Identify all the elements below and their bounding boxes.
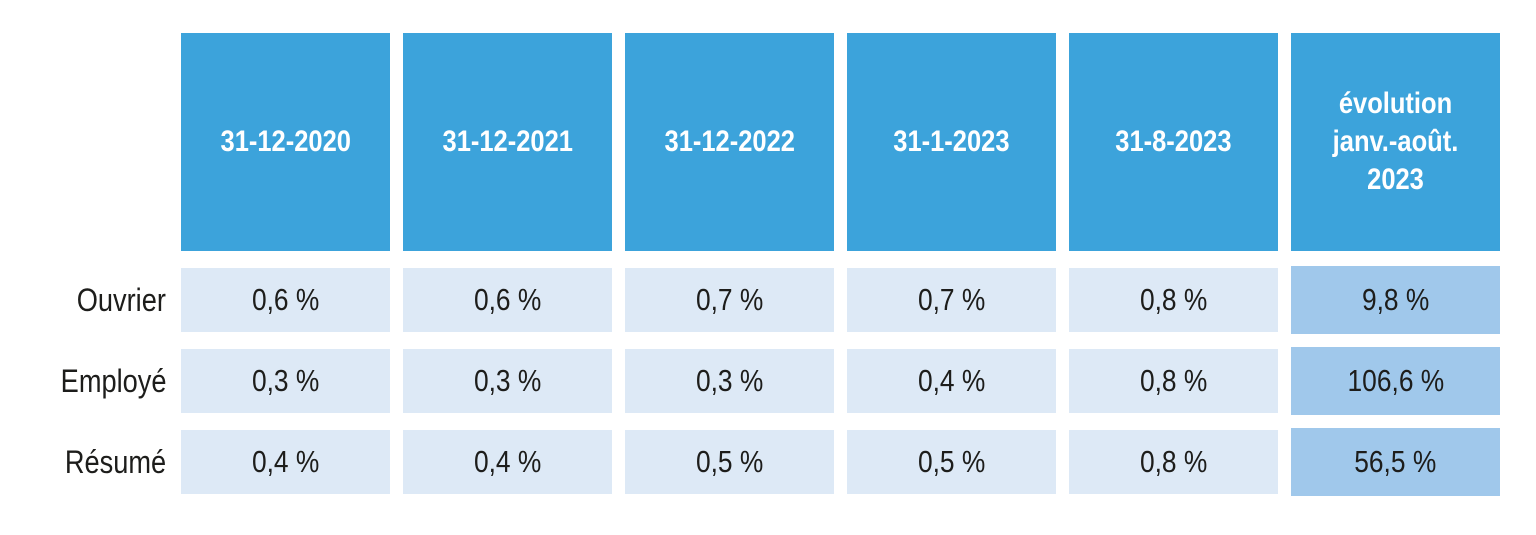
value-text: 0,3 % bbox=[695, 363, 764, 398]
row-label-employe: Employé bbox=[0, 349, 168, 413]
evolution-cell: 106,6 % bbox=[1291, 347, 1500, 415]
column-header-31-12-2022: 31-12-2022 bbox=[625, 33, 834, 251]
value-text: 0,7 % bbox=[917, 282, 986, 317]
corner-spacer bbox=[0, 33, 168, 251]
value-cell: 0,3 % bbox=[181, 349, 390, 413]
value-text: 0,5 % bbox=[917, 444, 986, 479]
row-label-text: Résumé bbox=[64, 443, 166, 480]
column-header-label: évolution janv.-août. 2023 bbox=[1332, 87, 1459, 196]
value-cell: 0,5 % bbox=[625, 430, 834, 494]
column-header-label: 31-8-2023 bbox=[1115, 125, 1232, 158]
value-cell: 0,4 % bbox=[847, 349, 1056, 413]
value-cell: 0,5 % bbox=[847, 430, 1056, 494]
column-header-label: 31-12-2021 bbox=[442, 125, 573, 158]
value-text: 0,7 % bbox=[695, 282, 764, 317]
value-text: 0,6 % bbox=[473, 282, 542, 317]
value-cell: 0,3 % bbox=[625, 349, 834, 413]
value-cell: 0,7 % bbox=[625, 268, 834, 332]
row-label-text: Employé bbox=[60, 362, 166, 399]
value-text: 0,4 % bbox=[473, 444, 542, 479]
value-cell: 0,6 % bbox=[403, 268, 612, 332]
row-label-ouvrier: Ouvrier bbox=[0, 268, 168, 332]
value-text: 0,4 % bbox=[917, 363, 986, 398]
column-header-31-8-2023: 31-8-2023 bbox=[1069, 33, 1278, 251]
value-cell: 0,6 % bbox=[181, 268, 390, 332]
column-header-label: 31-12-2022 bbox=[664, 125, 795, 158]
evolution-cell: 9,8 % bbox=[1291, 266, 1500, 334]
column-header-31-12-2021: 31-12-2021 bbox=[403, 33, 612, 251]
column-header-label: 31-12-2020 bbox=[220, 125, 351, 158]
row-label-text: Ouvrier bbox=[76, 281, 166, 318]
value-text: 56,5 % bbox=[1354, 444, 1437, 479]
column-header-label: 31-1-2023 bbox=[893, 125, 1010, 158]
value-cell: 0,7 % bbox=[847, 268, 1056, 332]
data-table: 31-12-2020 31-12-2021 31-12-2022 31-1-20… bbox=[0, 33, 1500, 496]
evolution-cell: 56,5 % bbox=[1291, 428, 1500, 496]
column-header-31-1-2023: 31-1-2023 bbox=[847, 33, 1056, 251]
column-header-31-12-2020: 31-12-2020 bbox=[181, 33, 390, 251]
value-text: 106,6 % bbox=[1347, 363, 1444, 398]
value-cell: 0,4 % bbox=[403, 430, 612, 494]
column-header-evolution: évolution janv.-août. 2023 bbox=[1291, 33, 1500, 251]
value-text: 9,8 % bbox=[1361, 282, 1430, 317]
value-text: 0,5 % bbox=[695, 444, 764, 479]
value-text: 0,4 % bbox=[251, 444, 320, 479]
value-text: 0,3 % bbox=[473, 363, 542, 398]
value-text: 0,8 % bbox=[1139, 444, 1208, 479]
row-label-resume: Résumé bbox=[0, 430, 168, 494]
value-cell: 0,3 % bbox=[403, 349, 612, 413]
value-text: 0,3 % bbox=[251, 363, 320, 398]
value-text: 0,8 % bbox=[1139, 282, 1208, 317]
value-cell: 0,8 % bbox=[1069, 430, 1278, 494]
value-text: 0,6 % bbox=[251, 282, 320, 317]
value-text: 0,8 % bbox=[1139, 363, 1208, 398]
value-cell: 0,8 % bbox=[1069, 349, 1278, 413]
value-cell: 0,4 % bbox=[181, 430, 390, 494]
value-cell: 0,8 % bbox=[1069, 268, 1278, 332]
